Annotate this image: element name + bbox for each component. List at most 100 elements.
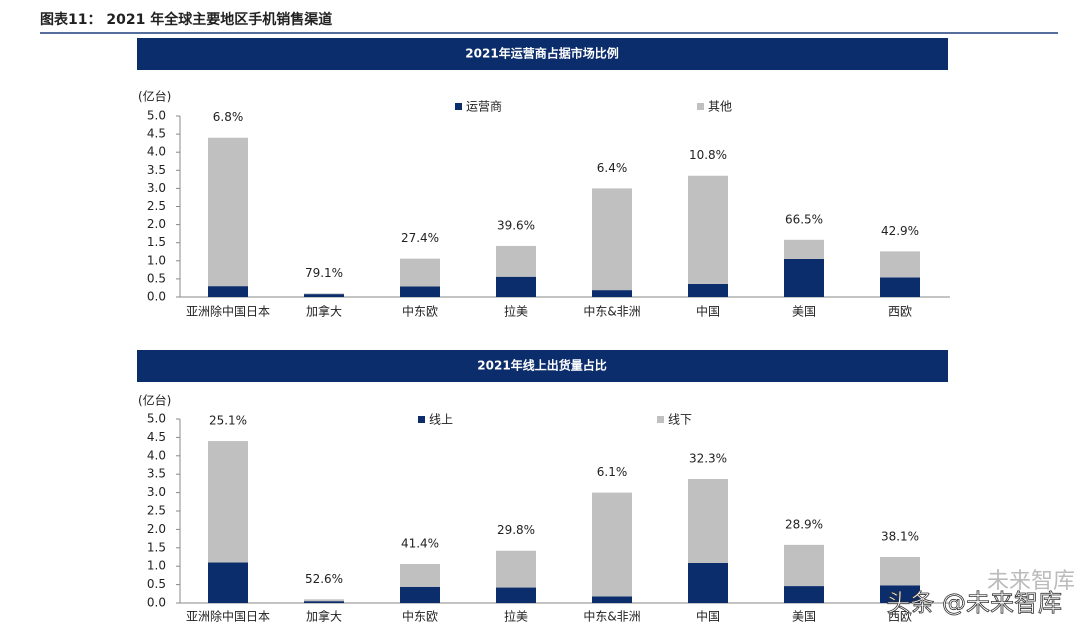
x-tick-label: 加拿大	[306, 609, 342, 624]
legend-label: 线下	[668, 413, 692, 427]
share-label: 32.3%	[689, 451, 727, 465]
bar-segment	[784, 258, 824, 297]
bar-segment	[592, 492, 632, 597]
chart-title: 2021年运营商占据市场比例	[465, 46, 618, 61]
legend-label: 线上	[429, 413, 453, 427]
x-tick-label: 中东&非洲	[583, 609, 640, 624]
x-tick-label: 中东欧	[402, 304, 438, 319]
x-tick-label: 拉美	[504, 609, 528, 624]
x-tick-label: 中国	[696, 304, 720, 319]
bar-segment	[784, 239, 824, 259]
bar-segment	[496, 550, 536, 588]
x-tick-label: 西欧	[888, 305, 912, 319]
bar-segment	[592, 596, 632, 603]
page-title: 图表11： 2021 年全球主要地区手机销售渠道	[40, 11, 332, 28]
y-tick-label: 5.0	[147, 109, 166, 123]
legend-label: 其他	[708, 100, 732, 114]
bar-segment	[688, 283, 728, 297]
y-tick-label: 2.0	[147, 522, 166, 536]
share-label: 39.6%	[497, 218, 535, 232]
y-tick-label: 0.5	[147, 271, 166, 285]
bar-segment	[784, 544, 824, 587]
x-tick-label: 加拿大	[306, 304, 342, 319]
bar-segment	[400, 563, 440, 587]
y-tick-label: 2.5	[147, 199, 166, 213]
legend-swatch	[455, 103, 462, 110]
share-label: 6.1%	[597, 465, 628, 479]
y-tick-label: 4.0	[147, 145, 166, 159]
bar-segment	[208, 137, 248, 287]
watermark: 未来智库	[987, 569, 1075, 594]
bar-segment	[304, 294, 344, 297]
y-tick-label: 0.5	[147, 577, 166, 591]
legend-swatch	[657, 416, 664, 423]
bar-segment	[688, 478, 728, 563]
bar-segment	[304, 601, 344, 603]
y-tick-label: 1.5	[147, 235, 166, 249]
bar-segment	[880, 557, 920, 586]
share-label: 42.9%	[881, 224, 919, 238]
bar-segment	[880, 277, 920, 297]
y-axis-unit: (亿台)	[138, 89, 171, 104]
bar-segment	[304, 599, 344, 602]
share-label: 29.8%	[497, 523, 535, 537]
chart-title: 2021年线上出货量占比	[477, 358, 606, 373]
y-tick-label: 3.5	[147, 467, 166, 481]
share-label: 52.6%	[305, 572, 343, 586]
watermark: 头条 @未来智库	[886, 589, 1062, 617]
bar-segment	[208, 441, 248, 563]
y-tick-label: 2.5	[147, 504, 166, 518]
share-label: 38.1%	[881, 530, 919, 544]
share-label: 27.4%	[401, 231, 439, 245]
x-tick-label: 美国	[792, 305, 816, 319]
x-tick-label: 拉美	[504, 304, 528, 319]
x-tick-label: 亚洲除中国日本	[186, 304, 270, 319]
x-tick-label: 中东&非洲	[583, 304, 640, 319]
y-tick-label: 5.0	[147, 412, 166, 426]
share-label: 6.8%	[213, 110, 244, 124]
share-label: 10.8%	[689, 148, 727, 162]
y-tick-label: 3.0	[147, 485, 166, 499]
bar-segment	[496, 245, 536, 277]
bar-segment	[592, 290, 632, 297]
bar-segment	[784, 586, 824, 603]
bar-segment	[688, 562, 728, 603]
bar-segment	[208, 562, 248, 603]
legend-label: 运营商	[466, 99, 502, 114]
x-tick-label: 中东欧	[402, 609, 438, 624]
share-label: 28.9%	[785, 517, 823, 531]
bar-segment	[688, 175, 728, 284]
y-tick-label: 1.0	[147, 559, 166, 573]
y-tick-label: 0.0	[147, 596, 166, 610]
share-label: 25.1%	[209, 414, 247, 428]
legend-swatch	[418, 416, 425, 423]
y-tick-label: 1.0	[147, 253, 166, 267]
share-label: 41.4%	[401, 536, 439, 550]
y-tick-label: 4.0	[147, 448, 166, 462]
y-tick-label: 3.5	[147, 163, 166, 177]
share-label: 66.5%	[785, 212, 823, 226]
y-tick-label: 1.5	[147, 540, 166, 554]
chart-banner	[137, 38, 948, 70]
bar-segment	[592, 188, 632, 291]
x-tick-label: 西欧	[888, 610, 912, 624]
y-tick-label: 4.5	[147, 127, 166, 141]
y-tick-label: 3.0	[147, 181, 166, 195]
bar-segment	[400, 258, 440, 287]
x-tick-label: 美国	[792, 610, 816, 624]
y-tick-label: 4.5	[147, 430, 166, 444]
legend-swatch	[697, 103, 704, 110]
y-axis-unit: (亿台)	[138, 393, 171, 408]
bar-segment	[400, 286, 440, 297]
bar-segment	[880, 251, 920, 278]
bar-segment	[496, 587, 536, 603]
chart-banner	[137, 350, 948, 382]
bar-segment	[880, 585, 920, 603]
share-label: 79.1%	[305, 266, 343, 280]
bar-segment	[304, 293, 344, 295]
y-tick-label: 0.0	[147, 290, 166, 304]
x-tick-label: 中国	[696, 609, 720, 624]
x-tick-label: 亚洲除中国日本	[186, 609, 270, 624]
share-label: 6.4%	[597, 161, 628, 175]
